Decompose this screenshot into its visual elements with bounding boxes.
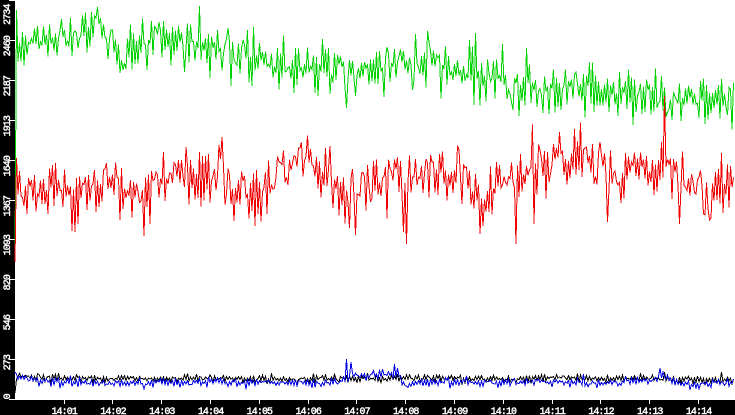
- svg-text:1093: 1093: [3, 234, 14, 255]
- svg-text:14:05: 14:05: [247, 407, 273, 415]
- svg-text:14:12: 14:12: [588, 407, 614, 415]
- svg-text:2460: 2460: [3, 35, 14, 56]
- svg-text:14:04: 14:04: [198, 407, 224, 415]
- svg-text:14:06: 14:06: [295, 407, 321, 415]
- svg-text:14:07: 14:07: [344, 407, 370, 415]
- svg-text:1640: 1640: [3, 155, 14, 176]
- svg-text:1367: 1367: [3, 195, 14, 216]
- svg-text:14:11: 14:11: [539, 407, 565, 415]
- svg-text:0: 0: [3, 393, 14, 399]
- svg-text:14:03: 14:03: [149, 407, 175, 415]
- svg-text:14:02: 14:02: [100, 407, 126, 415]
- svg-text:14:08: 14:08: [393, 407, 419, 415]
- svg-text:14:10: 14:10: [491, 407, 517, 415]
- svg-text:14:14: 14:14: [686, 407, 712, 415]
- svg-text:14:09: 14:09: [442, 407, 468, 415]
- svg-text:273: 273: [3, 354, 14, 370]
- svg-text:546: 546: [3, 314, 14, 330]
- svg-text:820: 820: [3, 274, 14, 290]
- svg-text:2187: 2187: [3, 75, 14, 96]
- svg-text:14:01: 14:01: [51, 407, 77, 415]
- svg-text:14:13: 14:13: [637, 407, 663, 415]
- svg-text:1913: 1913: [3, 115, 14, 136]
- svg-text:2734: 2734: [3, 4, 14, 25]
